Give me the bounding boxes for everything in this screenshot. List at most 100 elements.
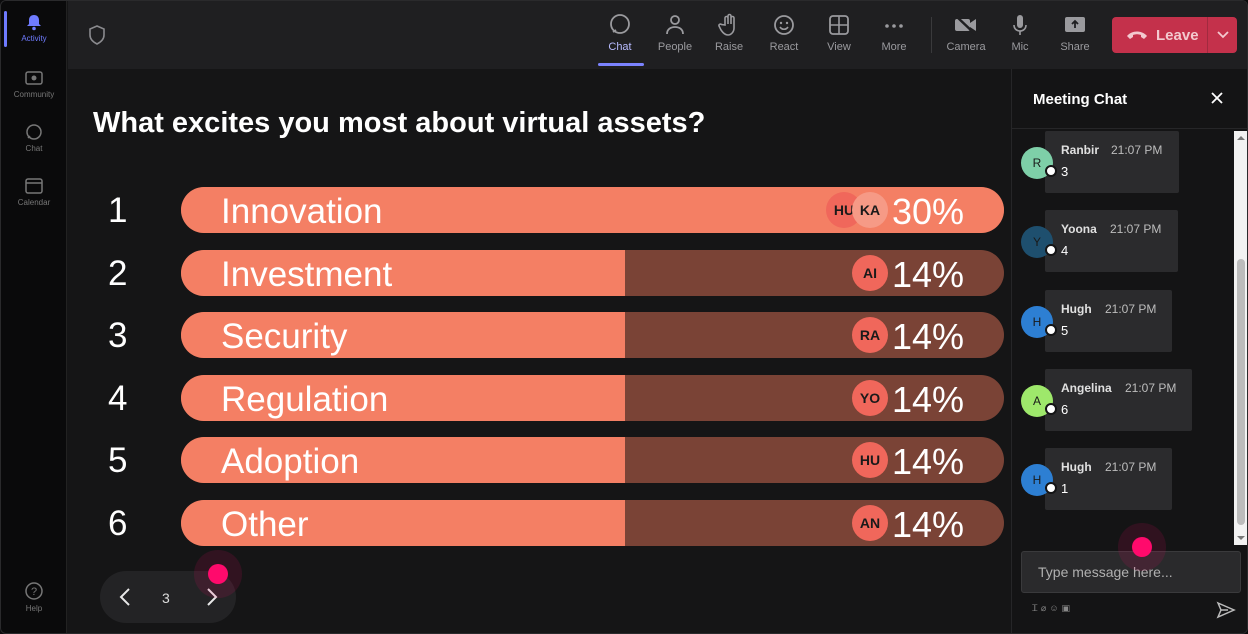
option-label: Adoption: [221, 442, 360, 481]
option-percent: 14%: [891, 378, 964, 420]
message-time: 21:07 PM: [1105, 460, 1157, 474]
toolbar-react-button[interactable]: React: [762, 13, 806, 53]
toolbar-mic-button[interactable]: Mic: [998, 13, 1042, 53]
option-percent: 30%: [891, 191, 964, 232]
message-text: 1: [1061, 481, 1069, 496]
chevron-left-icon[interactable]: [116, 586, 136, 608]
chat-icon: [610, 14, 630, 34]
presence-dot: [1045, 482, 1057, 494]
toolbar-chat-button[interactable]: Chat: [598, 13, 642, 53]
raise-hand-icon: [718, 13, 735, 36]
toolbar-label: Camera: [946, 41, 986, 53]
rail-item-calendar[interactable]: Calendar: [1, 177, 67, 207]
shield-icon[interactable]: [88, 25, 106, 45]
scrollbar-thumb[interactable]: [1237, 259, 1245, 525]
toolbar-label: Mic: [1011, 41, 1029, 53]
option-bar-fill: [181, 437, 626, 483]
app-rail: Activity Community Chat Calendar ? Help: [1, 1, 67, 633]
voter-avatar: AI: [852, 254, 888, 291]
leave-button[interactable]: Leave: [1112, 17, 1237, 53]
option-number: 1: [108, 191, 128, 230]
toolbar-people-button[interactable]: People: [653, 13, 697, 53]
format-toolbar[interactable]: Ꮖ⌀☺▣: [1032, 603, 1073, 614]
option-label: Regulation: [221, 379, 389, 419]
meeting-toolbar: Chat People Raise React View More Camera: [68, 1, 1247, 69]
active-tab-indicator: [598, 63, 644, 66]
message-bubble: Hugh 21:07 PM 1: [1045, 448, 1172, 510]
chat-title: Meeting Chat: [1033, 91, 1128, 108]
chevron-right-icon[interactable]: [201, 586, 221, 608]
option-number: 6: [108, 503, 128, 543]
option-percent: 14%: [891, 503, 964, 545]
more-icon: [885, 24, 903, 28]
poll-stage: What excites you most about virtual asse…: [68, 69, 1011, 633]
rail-item-help[interactable]: ? Help: [1, 581, 67, 613]
option-number: 4: [108, 378, 128, 418]
chat-message-input[interactable]: Type message here...: [1021, 551, 1241, 593]
send-icon[interactable]: [1216, 601, 1236, 619]
rail-item-chat[interactable]: Chat: [1, 123, 67, 153]
leave-options-button[interactable]: [1207, 17, 1237, 53]
option-label: Security: [221, 317, 348, 356]
poll-option-row: 1 Innovation 30% HU KA: [68, 187, 1011, 233]
toolbar-label: Raise: [714, 41, 744, 53]
option-bar: Investment 14% AI: [181, 249, 1004, 296]
toolbar-label: Share: [1060, 41, 1090, 53]
toolbar-label: React: [769, 41, 799, 53]
toolbar-label: People: [657, 41, 693, 53]
message-bubble: Ranbir 21:07 PM 3: [1045, 131, 1179, 193]
rail-item-activity[interactable]: Activity: [1, 13, 67, 43]
option-label: Innovation: [221, 192, 383, 231]
svg-text:?: ?: [31, 586, 37, 598]
option-number: 3: [108, 316, 128, 355]
toolbar-share-button[interactable]: Share: [1053, 13, 1097, 53]
poll-option-row: 4 Regulation 14% YO: [68, 374, 1011, 421]
option-bar-fill: [181, 312, 626, 358]
rail-item-label: Help: [25, 604, 43, 613]
option-bar-fill: [181, 374, 626, 421]
toolbar-divider: [931, 17, 932, 53]
option-bar: Security 14% RA: [181, 312, 1004, 358]
toolbar-view-button[interactable]: View: [817, 13, 861, 53]
toolbar-more-button[interactable]: More: [872, 13, 916, 53]
message-time: 21:07 PM: [1110, 222, 1162, 236]
rail-item-label: Activity: [21, 34, 47, 43]
message-bubble: Angelina 21:07 PM 6: [1045, 369, 1192, 431]
toolbar-raise-button[interactable]: Raise: [707, 13, 751, 53]
poll-option-row: 5 Adoption 14% HU: [68, 437, 1011, 483]
option-percent: 14%: [891, 441, 964, 482]
option-number: 2: [108, 253, 128, 293]
chat-icon: [26, 124, 42, 140]
rail-item-community[interactable]: Community: [1, 69, 67, 99]
poll-option-row: 3 Security 14% RA: [68, 312, 1011, 358]
close-icon[interactable]: [1210, 91, 1224, 105]
message-text: 4: [1061, 243, 1069, 258]
sender-name: Hugh: [1061, 302, 1092, 316]
mic-icon: [1013, 15, 1027, 35]
toolbar-camera-button[interactable]: Camera: [944, 13, 988, 53]
option-number: 5: [108, 441, 128, 480]
rail-active-indicator: [4, 11, 7, 47]
sender-name: Ranbir: [1061, 143, 1100, 157]
scroll-up-icon[interactable]: [1234, 133, 1248, 143]
poll-option-row: 2 Investment 14% AI: [68, 249, 1011, 296]
format-icon[interactable]: Ꮖ: [1032, 603, 1041, 613]
meeting-chat-panel: Meeting Chat Ranbir 21:07 PM 3 R Yoona 21:07 …: [1011, 69, 1248, 633]
chat-divider: [1012, 128, 1247, 129]
voter-avatar: KA: [852, 192, 888, 228]
rail-item-label: Chat: [25, 144, 43, 153]
sender-name: Yoona: [1061, 222, 1097, 236]
option-bar: Regulation 14% YO: [181, 374, 1004, 421]
gif-icon[interactable]: ▣: [1061, 603, 1074, 613]
community-icon: [25, 71, 43, 85]
emoji-icon[interactable]: ☺: [1049, 603, 1062, 613]
message-bubble: Hugh 21:07 PM 5: [1045, 290, 1172, 352]
presence-dot: [1045, 403, 1057, 415]
message-time: 21:07 PM: [1125, 381, 1177, 395]
rail-item-label: Community: [13, 90, 55, 99]
page-number: 3: [162, 590, 170, 606]
attach-icon[interactable]: ⌀: [1040, 603, 1050, 613]
chat-scrollbar[interactable]: [1234, 131, 1248, 545]
scroll-down-icon[interactable]: [1234, 533, 1248, 543]
